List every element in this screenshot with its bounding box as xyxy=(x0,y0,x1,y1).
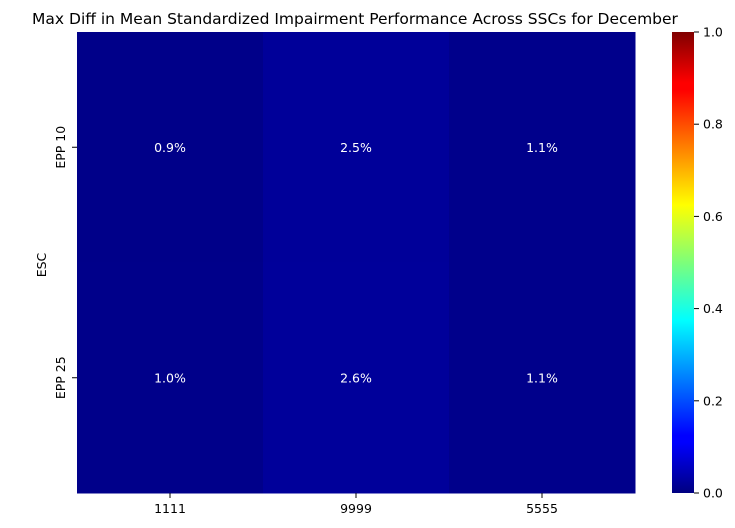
y-tick-label: EPP 25 xyxy=(53,356,68,399)
x-tick-label: 9999 xyxy=(340,501,372,516)
y-axis: EPP 10 EPP 25 xyxy=(53,126,77,399)
x-axis: 1111 9999 5555 xyxy=(154,493,558,516)
colorbar: 0.0 0.2 0.4 0.6 0.8 1.0 xyxy=(672,25,723,501)
heatmap-cell xyxy=(263,32,450,263)
heatmap-cell xyxy=(263,262,450,494)
heatmap-cells xyxy=(77,32,636,494)
colorbar-tick-label: 1.0 xyxy=(703,25,723,40)
colorbar-gradient xyxy=(672,32,694,493)
y-tick-label: EPP 10 xyxy=(53,126,68,169)
x-tick-label: 1111 xyxy=(154,501,186,516)
colorbar-tick-label: 0.4 xyxy=(703,301,723,316)
cell-value-label: 2.5% xyxy=(340,140,372,155)
cell-value-label: 2.6% xyxy=(340,370,372,385)
colorbar-tick-label: 0.6 xyxy=(703,209,723,224)
cell-value-label: 1.1% xyxy=(526,140,558,155)
colorbar-ticks: 0.0 0.2 0.4 0.6 0.8 1.0 xyxy=(694,25,723,501)
heatmap-cell xyxy=(449,262,636,494)
cell-value-label: 1.0% xyxy=(154,370,186,385)
cell-value-label: 0.9% xyxy=(154,140,186,155)
x-tick-label: 5555 xyxy=(526,501,558,516)
heatmap-cell-labels: 0.9% 2.5% 1.1% 1.0% 2.6% 1.1% xyxy=(154,140,558,386)
chart-title: Max Diff in Mean Standardized Impairment… xyxy=(32,10,679,28)
heatmap-cell xyxy=(77,262,264,494)
cell-value-label: 1.1% xyxy=(526,370,558,385)
colorbar-tick-label: 0.2 xyxy=(703,393,723,408)
colorbar-tick-label: 0.0 xyxy=(703,486,723,501)
colorbar-tick-label: 0.8 xyxy=(703,117,723,132)
y-axis-label: ESC xyxy=(34,252,49,277)
heatmap-cell xyxy=(77,32,264,263)
heatmap-cell xyxy=(449,32,636,263)
